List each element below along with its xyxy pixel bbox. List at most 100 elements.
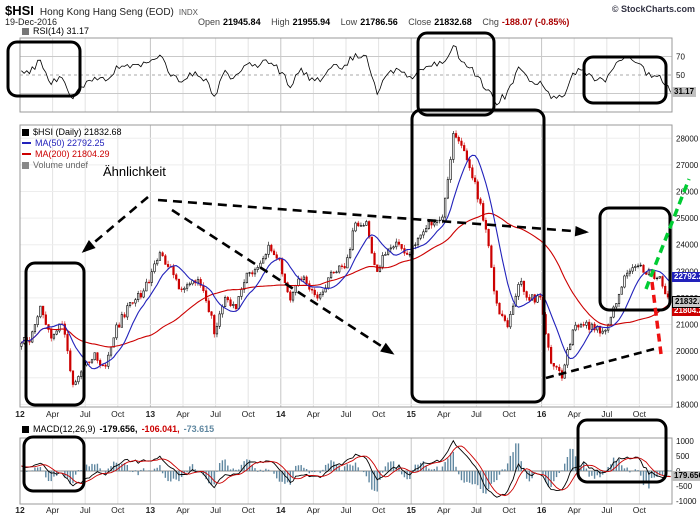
close-label: Close bbox=[408, 17, 432, 27]
annotation-trend-line bbox=[644, 178, 691, 290]
svg-text:Oct: Oct bbox=[502, 409, 516, 419]
rsi-current-tag: 31.17 bbox=[672, 87, 697, 98]
svg-text:16: 16 bbox=[537, 409, 547, 419]
svg-text:Apr: Apr bbox=[568, 505, 581, 515]
hsi-swatch-icon bbox=[22, 129, 29, 136]
svg-text:Oct: Oct bbox=[372, 409, 386, 419]
rsi-legend-label: RSI(14) 31.17 bbox=[33, 26, 90, 36]
open-value: 21945.84 bbox=[223, 17, 261, 27]
ma50-price-tag: 22792.25 bbox=[672, 271, 700, 282]
svg-text:20000: 20000 bbox=[676, 347, 699, 356]
svg-text:Apr: Apr bbox=[307, 505, 320, 515]
high-label: High bbox=[271, 17, 290, 27]
high-value: 21955.94 bbox=[292, 17, 331, 27]
svg-text:18000: 18000 bbox=[676, 400, 699, 409]
last-price-tag: 21832.68 bbox=[672, 296, 700, 309]
legend-ma200: MA(200) 21804.29 bbox=[22, 149, 122, 160]
svg-text:13: 13 bbox=[146, 505, 156, 515]
chg-label: Chg bbox=[482, 17, 499, 27]
symbol-name: Hong Kong Hang Seng (EOD) bbox=[39, 7, 174, 18]
svg-text:24000: 24000 bbox=[676, 241, 699, 250]
open-label: Open bbox=[198, 17, 221, 27]
arrowhead bbox=[380, 342, 395, 355]
rsi-swatch-icon bbox=[22, 28, 29, 35]
svg-text:Apr: Apr bbox=[176, 409, 189, 419]
hsi-legend-label: $HSI (Daily) 21832.68 bbox=[33, 127, 122, 137]
svg-text:14: 14 bbox=[276, 409, 286, 419]
annotation-rect bbox=[416, 31, 496, 117]
close-value: 21832.68 bbox=[434, 17, 472, 27]
quote-line: Open 21945.84 High 21955.94 Low 21786.56 Cl… bbox=[190, 17, 569, 27]
svg-text:Apr: Apr bbox=[437, 409, 450, 419]
macd-current-tag: 179.656 bbox=[672, 471, 700, 482]
svg-text:Apr: Apr bbox=[46, 505, 59, 515]
svg-text:19000: 19000 bbox=[676, 374, 699, 383]
annotation-rect bbox=[24, 261, 86, 407]
arrowhead bbox=[81, 240, 96, 253]
annotation-arrow bbox=[157, 198, 587, 234]
annotation-rect bbox=[576, 418, 668, 484]
svg-text:Oct: Oct bbox=[633, 505, 647, 515]
svg-text:Apr: Apr bbox=[568, 409, 581, 419]
ma200-line-icon bbox=[22, 153, 31, 155]
svg-text:Jul: Jul bbox=[471, 505, 482, 515]
svg-text:23000: 23000 bbox=[676, 267, 699, 276]
annotation-arrow bbox=[171, 208, 393, 355]
svg-text:25000: 25000 bbox=[676, 214, 699, 223]
svg-text:Apr: Apr bbox=[437, 505, 450, 515]
ma50-line bbox=[21, 154, 672, 370]
low-label: Low bbox=[340, 17, 358, 27]
rsi-line bbox=[21, 45, 671, 106]
similarity-label: Ähnlichkeit bbox=[103, 164, 166, 179]
macd-swatch-icon bbox=[22, 426, 29, 433]
svg-text:Oct: Oct bbox=[633, 409, 647, 419]
annotation-rect bbox=[22, 435, 86, 493]
ma50-legend-label: MA(50) 22792.25 bbox=[35, 138, 105, 148]
svg-text:16: 16 bbox=[537, 505, 547, 515]
svg-text:Jul: Jul bbox=[80, 505, 91, 515]
svg-text:14: 14 bbox=[276, 505, 286, 515]
volume-swatch-icon bbox=[22, 162, 29, 169]
annotation-rect bbox=[582, 55, 668, 105]
svg-text:Apr: Apr bbox=[307, 409, 320, 419]
macd-value: -179.656, bbox=[99, 424, 138, 434]
svg-text:15: 15 bbox=[406, 505, 416, 515]
macd-hist-value: -73.615 bbox=[183, 424, 215, 434]
annotation-trend-line bbox=[650, 281, 663, 355]
svg-text:Jul: Jul bbox=[80, 409, 91, 419]
svg-text:21000: 21000 bbox=[676, 321, 699, 330]
svg-text:Jul: Jul bbox=[210, 505, 221, 515]
svg-text:28000: 28000 bbox=[676, 134, 699, 143]
macd-legend: MACD(12,26,9) -179.656, -106.041, -73.615 bbox=[22, 424, 214, 434]
macd-legend-name: MACD(12,26,9) bbox=[33, 424, 96, 434]
gridlines bbox=[19, 38, 672, 504]
svg-text:Oct: Oct bbox=[242, 505, 256, 515]
copyright-link[interactable]: © StockCharts.com bbox=[611, 4, 695, 14]
annotation-rect bbox=[6, 40, 82, 98]
svg-text:Oct: Oct bbox=[111, 505, 125, 515]
svg-text:50: 50 bbox=[676, 71, 685, 80]
annotation-trend-line bbox=[545, 347, 655, 380]
ma200-price-tag: 21804.29 bbox=[672, 306, 700, 317]
annotation-rect bbox=[598, 206, 672, 312]
svg-text:12: 12 bbox=[15, 409, 25, 419]
annotation-arrow bbox=[83, 196, 149, 252]
annotation-rect bbox=[410, 108, 546, 404]
rsi-legend: RSI(14) 31.17 bbox=[22, 26, 89, 36]
svg-text:Jul: Jul bbox=[601, 505, 612, 515]
ma50-line-icon bbox=[22, 142, 31, 144]
hand-annotations: Ähnlichkeit bbox=[6, 31, 691, 493]
svg-text:1000: 1000 bbox=[676, 437, 694, 446]
svg-text:27000: 27000 bbox=[676, 161, 699, 170]
quote-date-row: 19-Dec-2016 bbox=[5, 17, 57, 27]
svg-text:26000: 26000 bbox=[676, 188, 699, 197]
exchange-label: INDX bbox=[178, 8, 198, 17]
svg-text:15: 15 bbox=[406, 409, 416, 419]
svg-text:70: 70 bbox=[676, 53, 685, 62]
symbol: $HSI bbox=[5, 3, 34, 18]
svg-text:12: 12 bbox=[15, 505, 25, 515]
legend-hsi: $HSI (Daily) 21832.68 bbox=[22, 127, 122, 138]
axes: 2800027000260002500024000230002200021000… bbox=[15, 37, 699, 515]
